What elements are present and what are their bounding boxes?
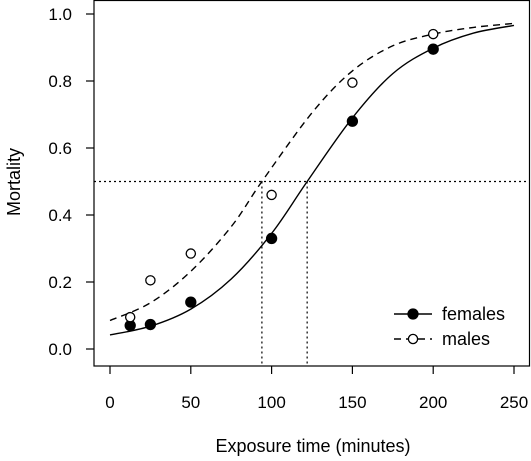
females-point [185,296,197,308]
reference-lines [94,180,530,366]
males-point [427,28,439,40]
legend-label-males: males [442,329,490,349]
legend-marker-females [407,308,419,320]
x-tick-label: 100 [257,393,285,412]
y-tick-label: 0.2 [48,273,72,292]
x-tick-label: 200 [419,393,447,412]
males-point [347,77,358,88]
males-point [266,189,277,201]
x-tick-label: 150 [338,393,366,412]
y-tick-label: 0.0 [48,340,72,359]
plot-frame [93,0,531,367]
females-point [427,43,439,55]
y-tick-label: 0.6 [48,139,72,158]
legend: females males [394,304,505,349]
y-tick-label: 0.8 [48,72,72,91]
x-axis-title: Exposure time (minutes) [215,436,410,456]
x-tick-label: 0 [105,393,114,412]
y-tick-label: 1.0 [48,5,72,24]
females-fit-curve [109,24,515,336]
females-point [346,115,359,127]
males-point [145,275,156,286]
data-points [124,28,439,332]
males-fit-curve [109,22,515,322]
x-tick-label: 50 [181,393,200,412]
legend-marker-males [407,333,419,345]
fit-curves [109,22,515,336]
females-point [144,318,157,331]
females-point [265,232,278,245]
y-axis-title: Mortality [4,148,24,216]
legend-label-females: females [442,304,505,324]
males-point [185,248,197,259]
y-tick-label: 0.4 [48,206,72,225]
males-point [124,311,136,323]
x-tick-label: 250 [500,393,528,412]
axes: 0 50 100 150 200 250 0.0 0.2 0.4 0.6 0.8 1.0 [48,0,531,412]
